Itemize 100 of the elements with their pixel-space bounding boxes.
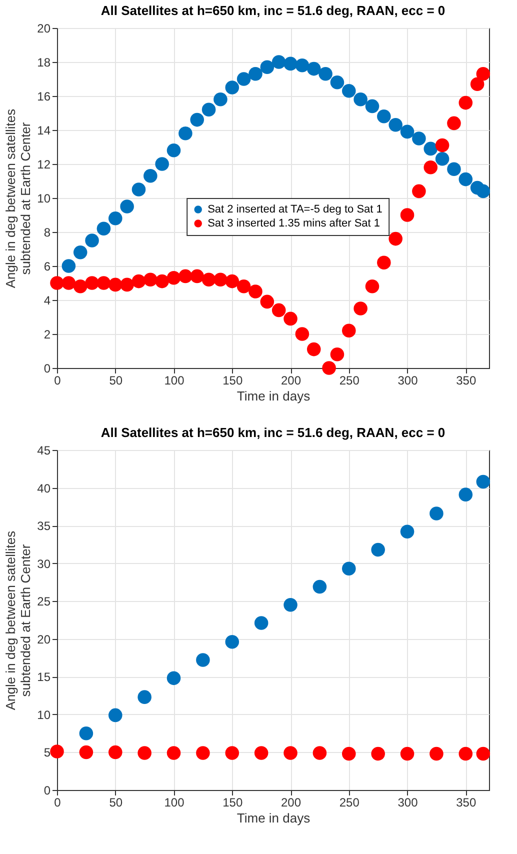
y-tick-label: 6 — [44, 260, 51, 274]
y-tick-label: 10 — [37, 708, 51, 722]
y-tick-label: 45 — [37, 444, 51, 458]
point — [470, 77, 484, 91]
point — [144, 272, 158, 286]
x-axis-title: Time in days — [236, 388, 311, 404]
point — [330, 76, 344, 90]
point — [400, 524, 414, 538]
point — [62, 259, 76, 273]
x-tick-label: 250 — [339, 796, 360, 810]
point — [430, 746, 444, 761]
point — [236, 72, 251, 86]
x-tick-label: 50 — [109, 374, 123, 388]
point — [254, 616, 268, 630]
point — [424, 142, 438, 156]
point — [85, 234, 99, 248]
point — [476, 474, 490, 489]
x-tick-label: 350 — [456, 796, 476, 810]
point — [447, 116, 461, 130]
point — [371, 746, 385, 761]
point — [144, 169, 158, 183]
point — [272, 303, 286, 318]
point — [120, 278, 134, 292]
point — [196, 746, 210, 760]
point — [79, 726, 94, 740]
y-tick-label: 14 — [37, 124, 51, 138]
x-tick-label: 0 — [54, 796, 62, 810]
y-axis-title: Angle in deg between satellites subtended at Earth Center — [3, 530, 34, 710]
point — [190, 269, 204, 284]
point — [132, 274, 146, 288]
point — [284, 598, 298, 612]
point — [371, 542, 385, 557]
y-tick-label: 2 — [44, 328, 51, 342]
point — [96, 276, 111, 290]
point — [248, 284, 262, 298]
y-tick-label: 18 — [37, 56, 51, 70]
x-tick-label: 100 — [164, 374, 185, 388]
point — [166, 144, 181, 158]
point — [365, 280, 380, 294]
y-tick-label: 4 — [44, 294, 51, 308]
x-tick-label: 200 — [281, 796, 302, 810]
x-tick-label: 200 — [281, 374, 302, 388]
x-tick-label: 150 — [222, 796, 243, 810]
point — [295, 327, 310, 341]
x-tick-label: 350 — [456, 374, 476, 388]
point — [73, 246, 88, 260]
point — [50, 744, 64, 758]
point — [79, 745, 94, 760]
y-tick-label: 20 — [37, 22, 51, 36]
point — [254, 746, 268, 760]
point — [96, 222, 111, 236]
point — [138, 746, 152, 760]
point — [354, 302, 368, 316]
point — [284, 746, 298, 760]
point — [400, 746, 414, 761]
point — [178, 126, 192, 140]
point — [190, 112, 204, 127]
point — [342, 746, 356, 761]
y-tick-label: 12 — [37, 158, 51, 172]
point — [284, 56, 298, 71]
point — [476, 184, 490, 198]
point — [225, 635, 240, 649]
y-tick-label: 30 — [37, 556, 51, 571]
point — [458, 172, 473, 186]
point — [377, 110, 391, 124]
point — [447, 162, 461, 176]
y-tick-label: 10 — [37, 192, 51, 206]
point — [85, 276, 99, 290]
point — [73, 280, 88, 294]
point — [412, 132, 426, 146]
point — [138, 690, 152, 704]
point — [342, 324, 356, 338]
y-tick-label: 25 — [37, 594, 51, 609]
x-tick-label: 100 — [164, 796, 185, 810]
point — [318, 67, 332, 81]
point — [476, 746, 490, 761]
point — [342, 562, 356, 576]
point — [476, 67, 490, 81]
point — [225, 80, 240, 94]
point — [108, 212, 122, 226]
point — [458, 488, 473, 502]
y-tick-label: 8 — [44, 226, 51, 240]
y-tick-label: 0 — [44, 362, 51, 376]
point — [312, 580, 327, 594]
y-tick-label: 15 — [37, 670, 51, 684]
point — [430, 506, 444, 520]
point — [108, 278, 122, 292]
y-tick-label: 35 — [37, 519, 51, 534]
point — [330, 348, 344, 362]
point — [354, 92, 368, 106]
point — [312, 746, 327, 760]
x-tick-label: 0 — [54, 374, 62, 388]
x-tick-label: 250 — [339, 374, 360, 388]
point — [225, 746, 240, 760]
chart-title: All Satellites at h=650 km, inc = 51.6 deg, RAAN, ecc = 0 — [100, 425, 446, 440]
point — [435, 138, 450, 152]
point — [284, 312, 298, 326]
point — [400, 124, 414, 139]
point — [260, 60, 274, 74]
y-tick-label: 20 — [37, 632, 51, 646]
